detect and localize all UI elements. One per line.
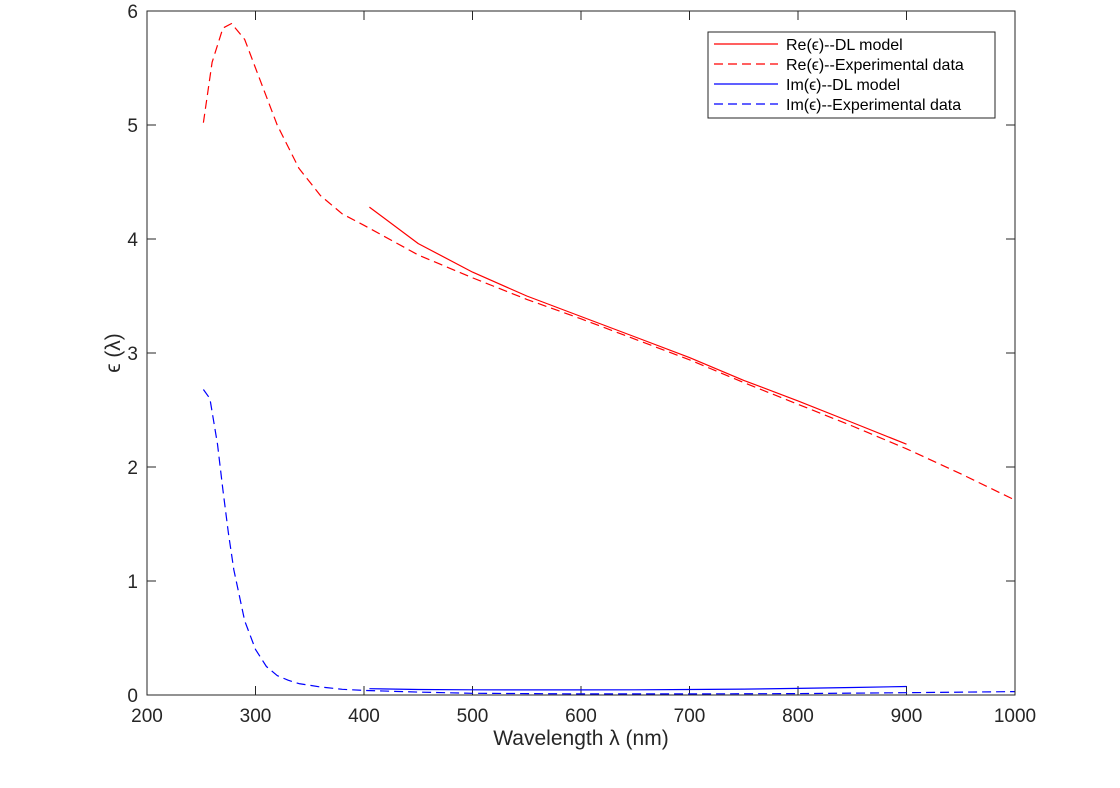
plot-frame: [146, 10, 1016, 696]
legend-label-3: Im(ϵ)--DL model: [786, 77, 900, 94]
y-tick-label: 4: [127, 230, 138, 251]
x-tick-label: 900: [891, 706, 923, 727]
plot-area: [147, 11, 1015, 695]
series-line-2: [202, 22, 1016, 501]
legend-box: [707, 31, 996, 119]
series-line-3: [369, 685, 907, 691]
y-tick-label: 3: [127, 344, 138, 365]
y-axis-label: ϵ (λ): [102, 333, 125, 373]
y-tick-label: 0: [127, 686, 138, 707]
x-tick-label: 1000: [994, 706, 1036, 727]
legend: Re(ϵ)--DL model Re(ϵ)--Experimental data I…: [707, 31, 996, 119]
x-tick-label: 400: [348, 706, 380, 727]
legend-label-1: Re(ϵ)--DL model: [786, 37, 903, 54]
series-layer: [202, 22, 1016, 695]
x-tick-label: 800: [782, 706, 814, 727]
y-tick-label: 1: [127, 572, 138, 593]
x-tick-label: 200: [131, 706, 163, 727]
y-tick-label: 2: [127, 458, 138, 479]
y-tick-label: 5: [127, 116, 138, 137]
x-tick-label: 600: [565, 706, 597, 727]
legend-label-4: Im(ϵ)--Experimental data: [786, 97, 961, 114]
x-tick-label: 300: [240, 706, 272, 727]
y-tick-label: 6: [127, 2, 138, 23]
tick-labels: 200 300 400 500 600 700 800 900 1000 0 1 2 3 4 5 6: [127, 2, 1036, 727]
series-line-4: [202, 389, 1016, 695]
legend-label-2: Re(ϵ)--Experimental data: [786, 57, 964, 74]
x-axis-label: Wavelength λ (nm): [493, 727, 668, 750]
x-tick-label: 500: [457, 706, 489, 727]
series-line-1: [369, 206, 907, 445]
x-tick-label: 700: [674, 706, 706, 727]
